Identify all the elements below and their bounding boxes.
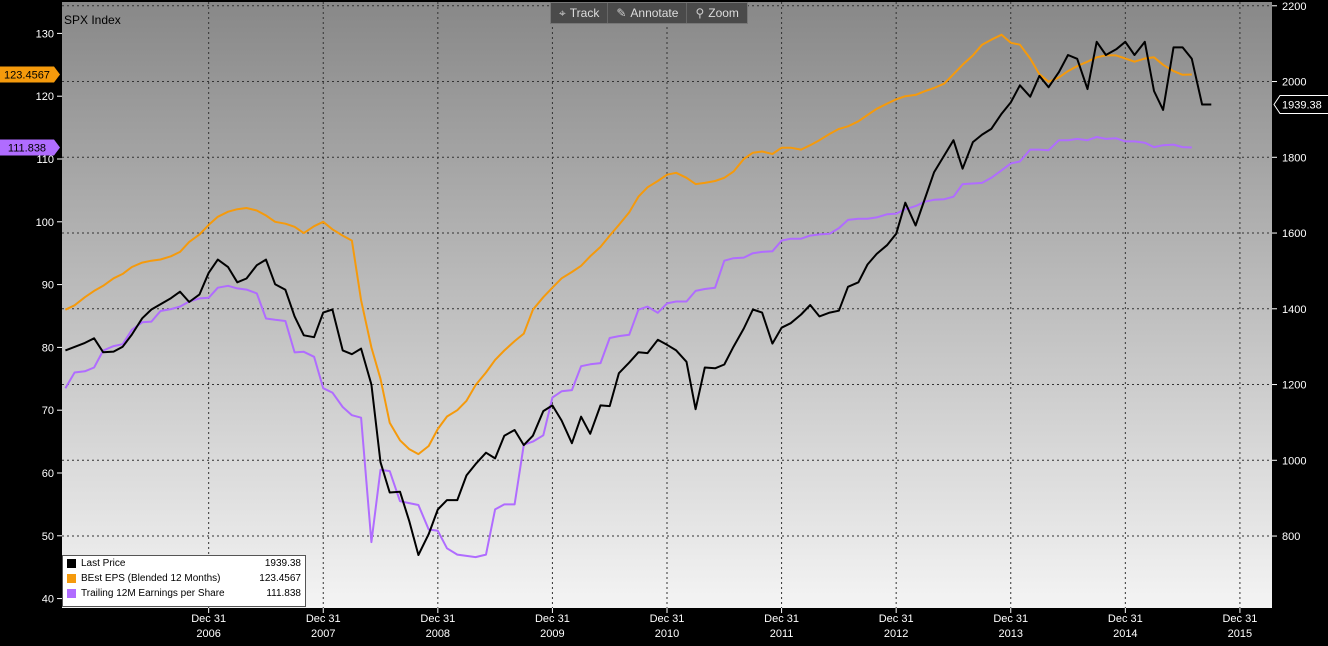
x-axis-label: Dec 31 <box>650 613 685 625</box>
legend-name: BEst EPS (Blended 12 Months) <box>81 573 221 584</box>
legend-name: Trailing 12M Earnings per Share <box>81 588 225 599</box>
crosshair-icon: ⌖ <box>559 5 566 20</box>
left-axis-label: 130 <box>36 28 54 40</box>
x-axis-year-label: 2013 <box>999 628 1023 640</box>
x-axis-label: Dec 31 <box>993 613 1028 625</box>
left-axis-label: 90 <box>42 280 54 292</box>
x-axis-year-label: 2007 <box>311 628 335 640</box>
series-line-eps-trailing <box>64 136 1192 559</box>
x-axis-year-label: 2009 <box>540 628 564 640</box>
legend-value: 123.4567 <box>259 573 301 584</box>
left-axis-label: 70 <box>42 405 54 417</box>
x-axis-label: Dec 31 <box>1108 613 1143 625</box>
right-axis-label: 1400 <box>1282 304 1306 316</box>
chart-toolbar: ⌖ Track ✎ Annotate ⚲ Zoom <box>550 2 748 24</box>
right-axis-label: 2200 <box>1282 1 1306 13</box>
right-axis: 800 1000 1200 1400 1600 1800 2000 2200 <box>1272 1 1306 543</box>
left-axis-label: 110 <box>36 154 54 166</box>
zoom-label: Zoom <box>708 6 739 20</box>
x-axis-year-label: 2015 <box>1228 628 1252 640</box>
right-axis-label: 1000 <box>1282 455 1306 467</box>
zoom-button[interactable]: ⚲ Zoom <box>686 3 746 23</box>
right-axis-label: 1800 <box>1282 152 1306 164</box>
value-tag-text: 1939.38 <box>1282 99 1322 111</box>
legend-swatch-eps-blended <box>67 574 76 583</box>
x-axis-label: Dec 31 <box>191 613 226 625</box>
chart-title: SPX Index <box>64 13 121 27</box>
value-tag-text: 123.4567 <box>4 69 50 81</box>
x-axis-label: Dec 31 <box>535 613 570 625</box>
annotate-label: Annotate <box>630 6 679 20</box>
left-axis-label: 100 <box>36 217 54 229</box>
value-tags: 123.4567 111.838 1939.38 <box>0 66 1328 156</box>
x-axis-year-label: 2010 <box>655 628 679 640</box>
legend-row-price: Last Price 1939.38 <box>63 556 305 571</box>
legend-value: 111.838 <box>266 588 301 599</box>
right-axis-label: 1200 <box>1282 380 1306 392</box>
x-axis: Dec 31 2006 Dec 31 2007 Dec 31 2008 Dec 31 2009… <box>191 608 1257 640</box>
right-axis-label: 1600 <box>1282 228 1306 240</box>
x-axis-label: Dec 31 <box>306 613 341 625</box>
series-line-price <box>65 40 1212 556</box>
left-axis: 40 50 60 70 80 90 100 110 120 130 <box>36 28 62 606</box>
track-label: Track <box>569 6 600 20</box>
left-axis-label: 60 <box>42 468 54 480</box>
track-button[interactable]: ⌖ Track <box>551 3 607 23</box>
left-axis-label: 50 <box>42 531 54 543</box>
eps-blended-value-tag: 123.4567 <box>0 66 60 83</box>
x-axis-year-label: 2014 <box>1113 628 1137 640</box>
x-axis-label: Dec 31 <box>1222 613 1257 625</box>
value-tag-bg <box>0 66 60 83</box>
chart-legend: Last Price 1939.38 BEst EPS (Blended 12 … <box>62 555 306 607</box>
value-tag-bg <box>1273 94 1328 114</box>
x-axis-year-label: 2012 <box>884 628 908 640</box>
legend-swatch-eps-trailing <box>67 589 76 598</box>
annotate-button[interactable]: ✎ Annotate <box>607 3 686 23</box>
x-axis-label: Dec 31 <box>420 613 455 625</box>
value-tag-text: 111.838 <box>8 142 46 154</box>
x-axis-year-label: 2006 <box>196 628 220 640</box>
legend-row-eps-blended: BEst EPS (Blended 12 Months) 123.4567 <box>63 571 305 586</box>
legend-name: Last Price <box>81 558 126 569</box>
legend-value: 1939.38 <box>264 558 301 569</box>
series-layer <box>64 33 1212 559</box>
left-axis-label: 40 <box>42 594 54 606</box>
price-value-tag: 1939.38 <box>1273 94 1328 114</box>
left-axis-label: 120 <box>36 91 54 103</box>
legend-swatch-price <box>67 559 76 568</box>
legend-row-eps-trailing: Trailing 12M Earnings per Share 111.838 <box>63 586 305 601</box>
eps-trailing-value-tag: 111.838 <box>0 139 60 156</box>
x-axis-year-label: 2008 <box>426 628 450 640</box>
x-axis-year-label: 2011 <box>770 628 794 640</box>
right-axis-label: 800 <box>1282 531 1300 543</box>
value-tag-bg <box>0 139 60 156</box>
x-axis-label: Dec 31 <box>764 613 799 625</box>
left-axis-label: 80 <box>42 342 54 354</box>
pencil-icon: ✎ <box>616 6 627 20</box>
x-axis-label: Dec 31 <box>879 613 914 625</box>
series-line-eps-blended <box>64 33 1192 456</box>
magnifier-icon: ⚲ <box>695 6 705 20</box>
right-axis-label: 2000 <box>1282 77 1306 89</box>
